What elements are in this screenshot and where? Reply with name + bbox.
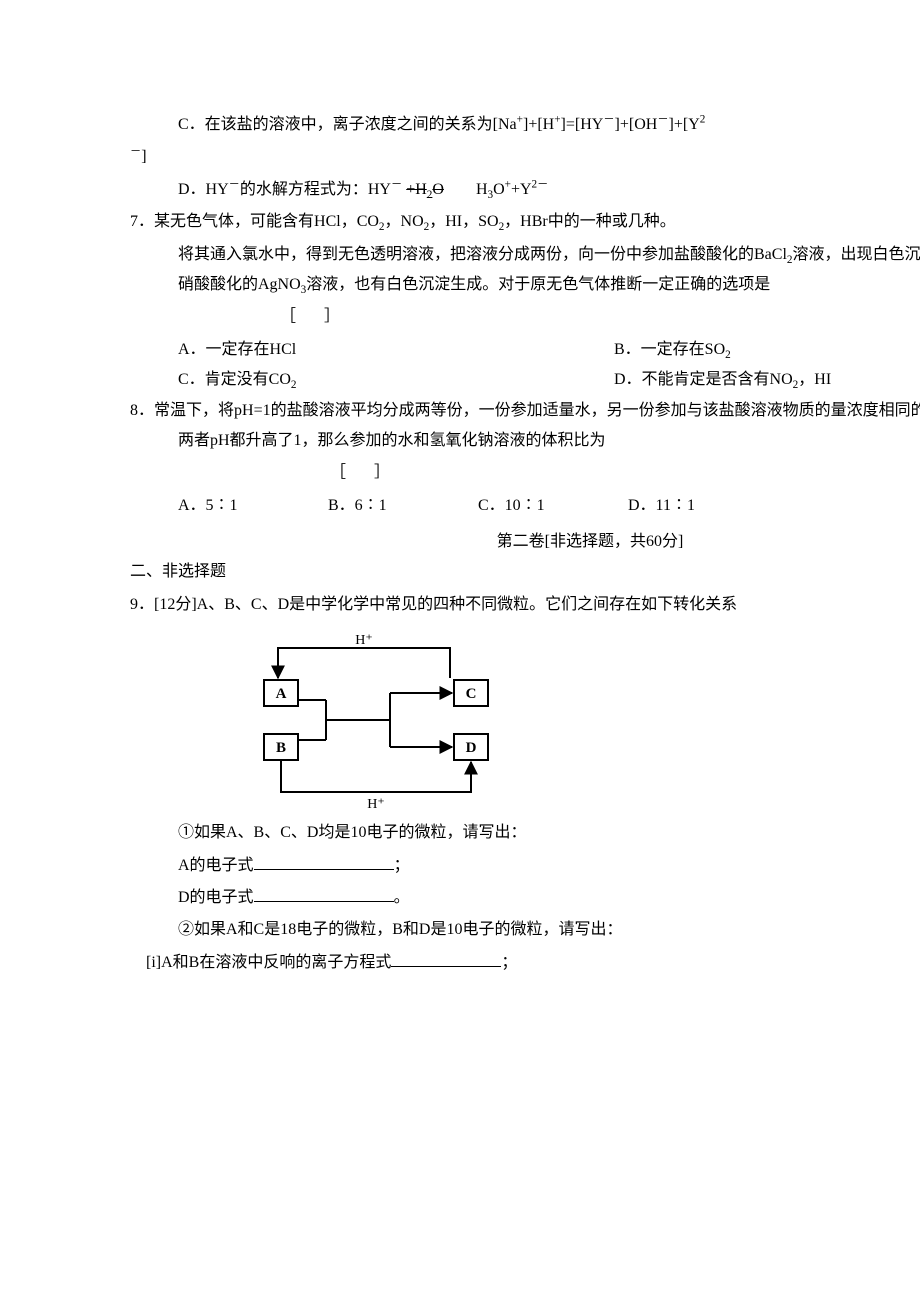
label: [i]A和B在溶液中反响的离子方程式 [146, 954, 391, 971]
q9-sub2: ②如果A和C是18电子的微粒，B和D是10电子的微粒，请写出： [130, 915, 920, 945]
blank-line [254, 853, 394, 869]
text: ［ ］ [330, 464, 396, 481]
suffix: ； [501, 954, 517, 971]
q8-options: A．5∶1 B．6∶1 C．10∶1 D．11∶1 [130, 491, 920, 521]
svg-text:C: C [466, 686, 477, 702]
text: －] [130, 148, 147, 165]
blank-line [254, 886, 394, 902]
q7-option-d: D．不能肯定是否含有NO2，HI [614, 365, 920, 395]
q9-diagram: H⁺ A B C D H⁺ [130, 622, 920, 818]
q7-option-a: A．一定存在HCl [178, 335, 614, 365]
q8-number: 8． [130, 402, 154, 419]
q8-option-a: A．5∶1 [178, 491, 328, 521]
q8-brackets: ［ ］ [130, 458, 920, 488]
q7-options: A．一定存在HCl B．一定存在SO2 C．肯定没有CO2 D．不能肯定是否含有… [130, 335, 920, 396]
flow-diagram-svg: H⁺ A B C D H⁺ [230, 630, 530, 810]
strike-text: +H2O [406, 181, 444, 198]
q9-number: 9． [130, 596, 154, 613]
part2-title: 第二卷[非选择题，共60分] [130, 527, 920, 557]
text: ①如果A、B、C、D均是10电子的微粒，请写出： [178, 824, 526, 841]
text: D．HY－的水解方程式为：HY－ +H2O H3O++Y2－ [178, 181, 548, 198]
q9-stem: 9．[12分]A、B、C、D是中学化学中常见的四种不同微粒。它们之间存在如下转化… [130, 590, 920, 620]
q6-option-d: D．HY－的水解方程式为：HY－ +H2O H3O++Y2－ [130, 175, 920, 205]
svg-text:D: D [466, 740, 477, 756]
q8-option-b: B．6∶1 [328, 491, 478, 521]
text: C．在该盐的溶液中，离子浓度之间的关系为[Na+]+[H+]=[HY－]+[OH… [178, 116, 705, 133]
text: ［ ］ [280, 308, 346, 325]
q9-sub2i: [i]A和B在溶液中反响的离子方程式 ； [130, 948, 920, 978]
q8-option-d: D．11∶1 [628, 491, 778, 521]
text: 将其通入氯水中，得到无色透明溶液，把溶液分成两份，向一份中参加盐酸酸化的BaCl… [178, 246, 920, 293]
q7-option-b: B．一定存在SO2 [614, 335, 920, 365]
suffix: ； [394, 857, 410, 874]
text: [12分]A、B、C、D是中学化学中常见的四种不同微粒。它们之间存在如下转化关系 [154, 596, 737, 613]
q7-stem-line2: 将其通入氯水中，得到无色透明溶液，把溶液分成两份，向一份中参加盐酸酸化的BaCl… [130, 240, 920, 301]
q6-option-c-cont: －] [130, 142, 920, 172]
top-label: H⁺ [355, 633, 373, 648]
q7-option-c: C．肯定没有CO2 [178, 365, 614, 395]
suffix: 。 [394, 889, 410, 906]
q8-stem: 8．常温下，将pH=1的盐酸溶液平均分成两等份，一份参加适量水，另一份参加与该盐… [130, 396, 920, 457]
q9-sub1: ①如果A、B、C、D均是10电子的微粒，请写出： [130, 818, 920, 848]
svg-text:B: B [276, 740, 286, 756]
text: ②如果A和C是18电子的微粒，B和D是10电子的微粒，请写出： [178, 921, 622, 938]
blank-line [391, 951, 501, 967]
q6-option-c: C．在该盐的溶液中，离子浓度之间的关系为[Na+]+[H+]=[HY－]+[OH… [130, 110, 920, 140]
q8-option-c: C．10∶1 [478, 491, 628, 521]
part2-heading: 二、非选择题 [130, 557, 920, 587]
q7-stem-line1: 7．某无色气体，可能含有HCl，CO2，NO2，HI，SO2，HBr中的一种或几… [130, 207, 920, 237]
bottom-label: H⁺ [367, 797, 385, 810]
q9-sub1b: D的电子式 。 [130, 883, 920, 913]
text: 某无色气体，可能含有HCl，CO2，NO2，HI，SO2，HBr中的一种或几种。 [154, 213, 676, 230]
svg-text:A: A [276, 686, 287, 702]
q7-number: 7． [130, 213, 154, 230]
q7-brackets: ［ ］ [130, 302, 920, 332]
text: 常温下，将pH=1的盐酸溶液平均分成两等份，一份参加适量水，另一份参加与该盐酸溶… [154, 402, 920, 449]
q9-sub1a: A的电子式 ； [130, 851, 920, 881]
label: A的电子式 [178, 857, 254, 874]
label: D的电子式 [178, 889, 254, 906]
